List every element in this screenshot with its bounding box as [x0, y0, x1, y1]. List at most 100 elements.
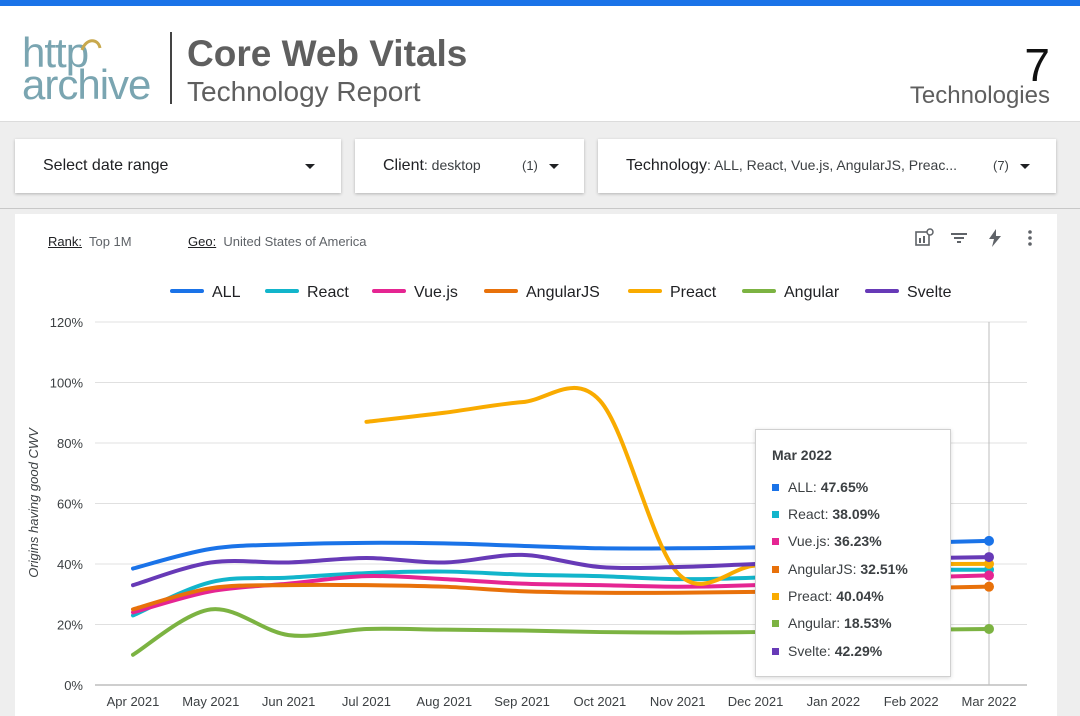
technology-label: Technology	[626, 157, 707, 174]
x-tick-label: Apr 2021	[107, 694, 160, 709]
legend-swatch	[265, 288, 299, 293]
tooltip-row: AngularJS: 32.51%	[772, 561, 908, 577]
tooltip-row-value: 42.29%	[834, 643, 883, 659]
legend-item-all[interactable]: ALL	[170, 284, 240, 302]
tooltip-row-name: AngularJS	[788, 561, 853, 577]
tooltip-row-name: Preact	[788, 588, 829, 604]
legend-item-svelte[interactable]: Svelte	[865, 284, 951, 302]
technology-count-badge: (7)	[993, 158, 1009, 173]
technology-value: : ALL, React, Vue.js, AngularJS, Preac..…	[706, 157, 958, 173]
client-value: : desktop	[423, 157, 481, 173]
technology-label-group: Technology: ALL, React, Vue.js, AngularJ…	[626, 157, 957, 175]
geo-filter[interactable]: Geo: United States of America	[188, 234, 367, 249]
logo-text-http: http	[22, 29, 89, 76]
legend-item-react[interactable]: React	[265, 284, 349, 302]
tooltip-row-value: 36.23%	[834, 533, 882, 549]
chart-settings-icon[interactable]	[914, 228, 934, 248]
tooltip-dot	[772, 510, 779, 518]
legend-swatch	[170, 288, 204, 293]
tooltip-row-name: Angular	[788, 615, 837, 631]
y-tick-label: 80%	[57, 436, 83, 451]
x-tick-label: Jan 2022	[807, 694, 861, 709]
x-tick-label: Feb 2022	[884, 694, 939, 709]
geo-label: Geo:	[188, 234, 217, 249]
technology-count: 7	[1024, 39, 1050, 91]
rank-filter[interactable]: Rank: Top 1M	[48, 234, 132, 249]
client-select[interactable]: Client: desktop (1)	[355, 139, 584, 193]
series-point-angular	[984, 623, 994, 634]
tooltip-row-name: React	[788, 506, 825, 522]
bolt-icon[interactable]	[985, 228, 1005, 248]
section-divider	[0, 208, 1080, 209]
legend-item-preact[interactable]: Preact	[628, 284, 716, 302]
legend-label: Vue.js	[414, 284, 458, 301]
tooltip-row-name: Vue.js	[788, 533, 827, 549]
y-tick-label: 120%	[50, 315, 84, 330]
rank-value: Top 1M	[88, 234, 132, 249]
series-point-all	[984, 535, 994, 546]
series-point-angularjs	[984, 581, 994, 592]
httparchive-logo[interactable]: http archive	[22, 32, 156, 106]
tooltip-row-value: 32.51%	[860, 561, 908, 577]
rank-label: Rank:	[48, 234, 82, 249]
tooltip-row-name: ALL	[788, 479, 813, 495]
x-tick-label: Nov 2021	[650, 694, 706, 709]
client-label: Client	[383, 157, 424, 174]
header-divider	[170, 32, 172, 104]
top-accent-bar	[0, 0, 1080, 6]
legend-swatch	[865, 288, 899, 293]
y-tick-label: 40%	[57, 557, 83, 572]
tooltip-row-value: 38.09%	[832, 506, 880, 522]
tooltip-row: Svelte: 42.29%	[772, 643, 882, 659]
legend-item-angular[interactable]: Angular	[742, 284, 839, 302]
x-tick-label: Sep 2021	[494, 694, 550, 709]
chevron-down-icon	[1020, 164, 1030, 169]
tooltip-row-name: Svelte	[788, 643, 827, 659]
series-point-vuejs	[984, 570, 994, 581]
report-header: http archive Core Web Vitals Technology …	[0, 6, 1080, 122]
tooltip-dot	[772, 619, 779, 627]
tooltip-row: Vue.js: 36.23%	[772, 533, 882, 549]
y-tick-label: 60%	[57, 497, 83, 512]
legend-item-vuejs[interactable]: Vue.js	[372, 284, 458, 302]
tooltip-row-value: 40.04%	[836, 588, 884, 604]
tooltip-row: Preact: 40.04%	[772, 588, 884, 604]
date-range-select[interactable]: Select date range	[15, 139, 341, 193]
logo-text-archive: archive	[22, 61, 151, 108]
client-count: (1)	[522, 158, 538, 173]
x-tick-label: Oct 2021	[574, 694, 627, 709]
more-vert-icon[interactable]	[1020, 228, 1040, 248]
tooltip-row: ALL: 47.65%	[772, 479, 868, 495]
page-subtitle: Technology Report	[187, 76, 421, 107]
tooltip-row: Angular: 18.53%	[772, 615, 892, 631]
tooltip-row: React: 38.09%	[772, 506, 880, 522]
legend-label: Angular	[784, 284, 840, 301]
legend-label: React	[307, 284, 349, 301]
tooltip-dot	[772, 537, 779, 545]
tooltip-title: Mar 2022	[772, 447, 832, 463]
legend-swatch	[628, 288, 662, 293]
y-tick-label: 0%	[64, 678, 83, 693]
page-title: Core Web Vitals	[187, 33, 468, 74]
x-tick-label: Aug 2021	[416, 694, 472, 709]
legend-swatch	[372, 288, 406, 293]
x-tick-label: Jul 2021	[342, 694, 391, 709]
filter-icon[interactable]	[949, 228, 969, 248]
legend-label: Svelte	[907, 284, 952, 301]
logo-swoosh-icon	[80, 39, 102, 51]
technology-select[interactable]: Technology: ALL, React, Vue.js, AngularJ…	[598, 139, 1056, 193]
legend-item-angularjs[interactable]: AngularJS	[484, 284, 600, 302]
x-tick-label: Mar 2022	[962, 694, 1017, 709]
legend-swatch	[484, 288, 518, 293]
legend-label: ALL	[212, 284, 241, 301]
y-axis-title: Origins having good CWV	[26, 427, 41, 578]
y-tick-label: 20%	[57, 618, 83, 633]
tooltip-row-value: 18.53%	[844, 615, 892, 631]
tooltip-dot	[772, 647, 779, 655]
x-tick-label: Jun 2021	[262, 694, 316, 709]
tooltip-dot	[772, 565, 779, 573]
legend-label: AngularJS	[526, 284, 600, 301]
tooltip-row-value: 47.65%	[820, 479, 869, 495]
series-point-svelte	[984, 552, 994, 563]
client-label-group: Client: desktop	[383, 157, 481, 175]
